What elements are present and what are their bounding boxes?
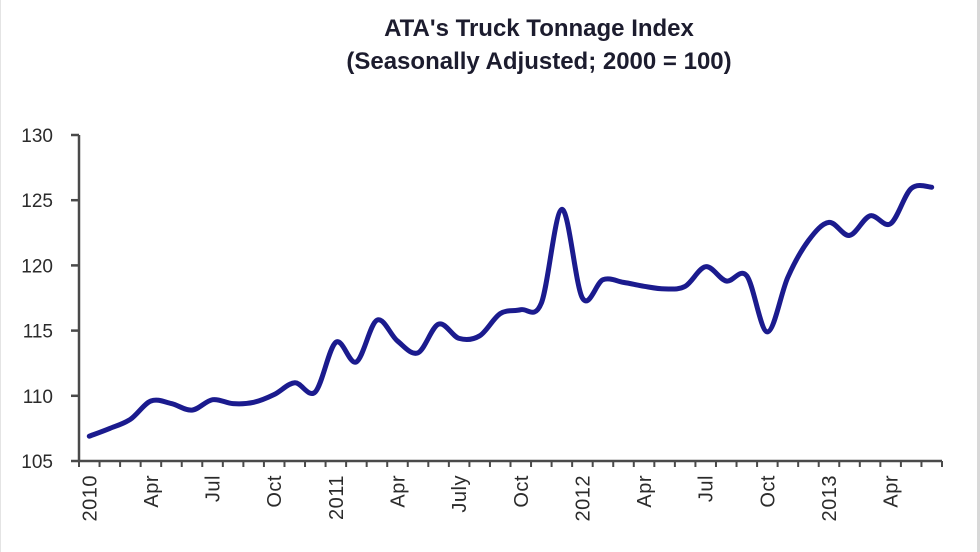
y-tick-label: 115 (23, 322, 53, 343)
x-tick-label: Jul (696, 475, 718, 502)
y-tick-label: 120 (21, 256, 53, 277)
x-tick-label: Apr (881, 475, 903, 508)
y-tick-label: 110 (23, 387, 53, 408)
x-tick-label: Oct (511, 475, 533, 508)
plot-area: 105 110 115 120 125 130 2010 Apr Jul Oct 2011 Apr Ju… (21, 126, 943, 522)
x-tick-label: 2011 (326, 475, 348, 520)
x-tick-label: 2013 (819, 475, 841, 522)
y-tick-label: 125 (21, 191, 53, 212)
x-tick-label: July (449, 475, 471, 513)
x-tick-label: Oct (757, 475, 779, 508)
chart-title-line1: ATA's Truck Tonnage Index (384, 15, 694, 42)
x-tick-label: 2010 (79, 475, 101, 522)
x-tick-label: 2012 (572, 475, 594, 522)
axes (77, 135, 942, 463)
x-tick-label: Apr (141, 475, 163, 508)
x-tick-label: Oct (264, 475, 286, 508)
x-tick-label: Apr (388, 475, 410, 508)
y-tick-label: 105 (21, 452, 53, 473)
x-tick-label: Apr (634, 475, 656, 508)
y-tick-label: 130 (21, 126, 53, 147)
tonnage-line (86, 182, 935, 439)
chart-title-line2: (Seasonally Adjusted; 2000 = 100) (346, 48, 731, 75)
x-tick-label: Jul (203, 475, 225, 502)
